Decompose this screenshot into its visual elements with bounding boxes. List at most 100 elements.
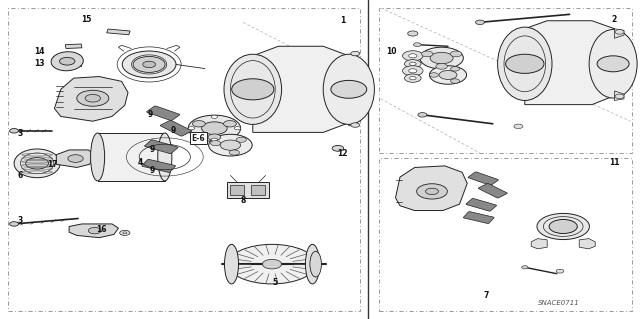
Polygon shape	[97, 133, 165, 181]
Text: 11: 11	[609, 158, 620, 167]
Circle shape	[436, 63, 447, 69]
Ellipse shape	[157, 133, 172, 181]
Text: 13: 13	[35, 59, 45, 68]
Circle shape	[429, 73, 438, 77]
Circle shape	[232, 79, 274, 100]
Ellipse shape	[589, 30, 637, 98]
Circle shape	[193, 121, 205, 127]
Bar	[251, 185, 265, 195]
Ellipse shape	[498, 27, 552, 100]
FancyBboxPatch shape	[160, 120, 192, 136]
Circle shape	[85, 94, 100, 102]
Ellipse shape	[323, 54, 374, 124]
Circle shape	[418, 113, 427, 117]
Circle shape	[404, 74, 421, 82]
Circle shape	[220, 140, 241, 150]
Circle shape	[426, 188, 438, 195]
Circle shape	[556, 269, 564, 273]
Circle shape	[202, 122, 227, 135]
Circle shape	[331, 80, 367, 98]
Polygon shape	[579, 239, 595, 249]
Polygon shape	[525, 21, 614, 105]
Ellipse shape	[188, 115, 241, 141]
Circle shape	[211, 115, 218, 118]
Text: 12: 12	[337, 149, 348, 158]
Circle shape	[597, 56, 629, 72]
Circle shape	[88, 227, 101, 234]
Circle shape	[211, 138, 218, 141]
FancyBboxPatch shape	[468, 172, 499, 185]
FancyBboxPatch shape	[147, 106, 180, 121]
Circle shape	[223, 121, 236, 127]
Circle shape	[120, 230, 130, 235]
Polygon shape	[53, 56, 81, 66]
Ellipse shape	[310, 251, 321, 277]
Text: 3: 3	[18, 130, 23, 138]
Circle shape	[234, 127, 241, 130]
Polygon shape	[54, 77, 128, 121]
Polygon shape	[227, 182, 269, 198]
Circle shape	[451, 51, 462, 57]
Ellipse shape	[537, 213, 589, 240]
Bar	[230, 185, 244, 195]
Circle shape	[514, 124, 523, 129]
Circle shape	[10, 222, 19, 226]
Text: 3: 3	[18, 216, 23, 225]
Circle shape	[122, 51, 176, 78]
Text: 8: 8	[241, 197, 246, 205]
Polygon shape	[614, 29, 624, 38]
Circle shape	[421, 51, 433, 57]
Circle shape	[615, 94, 624, 99]
Circle shape	[410, 62, 416, 65]
Circle shape	[351, 123, 360, 127]
Circle shape	[417, 184, 447, 199]
Circle shape	[430, 52, 453, 64]
Circle shape	[506, 54, 544, 73]
Text: 6: 6	[18, 171, 23, 180]
Circle shape	[410, 77, 416, 80]
Circle shape	[409, 69, 417, 73]
Ellipse shape	[51, 52, 83, 71]
Text: 1: 1	[340, 16, 345, 25]
FancyBboxPatch shape	[478, 183, 508, 198]
Text: 9: 9	[170, 126, 175, 135]
Circle shape	[476, 20, 484, 25]
FancyBboxPatch shape	[463, 211, 494, 224]
Text: 16: 16	[96, 225, 106, 234]
FancyBboxPatch shape	[142, 160, 175, 172]
Polygon shape	[69, 224, 118, 238]
Circle shape	[26, 158, 49, 169]
Text: 4: 4	[138, 158, 143, 167]
Text: E-6: E-6	[191, 134, 205, 143]
Ellipse shape	[91, 133, 104, 181]
Circle shape	[133, 56, 165, 72]
Circle shape	[60, 57, 75, 65]
Circle shape	[262, 259, 282, 269]
Polygon shape	[56, 150, 95, 167]
Ellipse shape	[228, 244, 316, 284]
Ellipse shape	[224, 54, 282, 124]
Polygon shape	[349, 116, 357, 126]
Circle shape	[208, 134, 221, 140]
Ellipse shape	[225, 244, 239, 284]
Circle shape	[451, 67, 460, 71]
FancyBboxPatch shape	[466, 198, 497, 211]
Polygon shape	[253, 46, 349, 132]
Circle shape	[188, 127, 195, 130]
Circle shape	[10, 129, 19, 133]
Circle shape	[403, 66, 423, 76]
Text: 5: 5	[273, 278, 278, 287]
Bar	[107, 29, 130, 35]
Ellipse shape	[209, 134, 252, 156]
Circle shape	[229, 150, 239, 155]
Circle shape	[408, 31, 418, 36]
Polygon shape	[349, 56, 357, 65]
Circle shape	[332, 145, 344, 151]
Circle shape	[409, 54, 417, 58]
Text: 9: 9	[150, 145, 155, 154]
Text: 15: 15	[81, 15, 92, 24]
Circle shape	[439, 70, 457, 79]
FancyBboxPatch shape	[145, 140, 178, 154]
Polygon shape	[614, 91, 624, 100]
Ellipse shape	[429, 66, 467, 84]
